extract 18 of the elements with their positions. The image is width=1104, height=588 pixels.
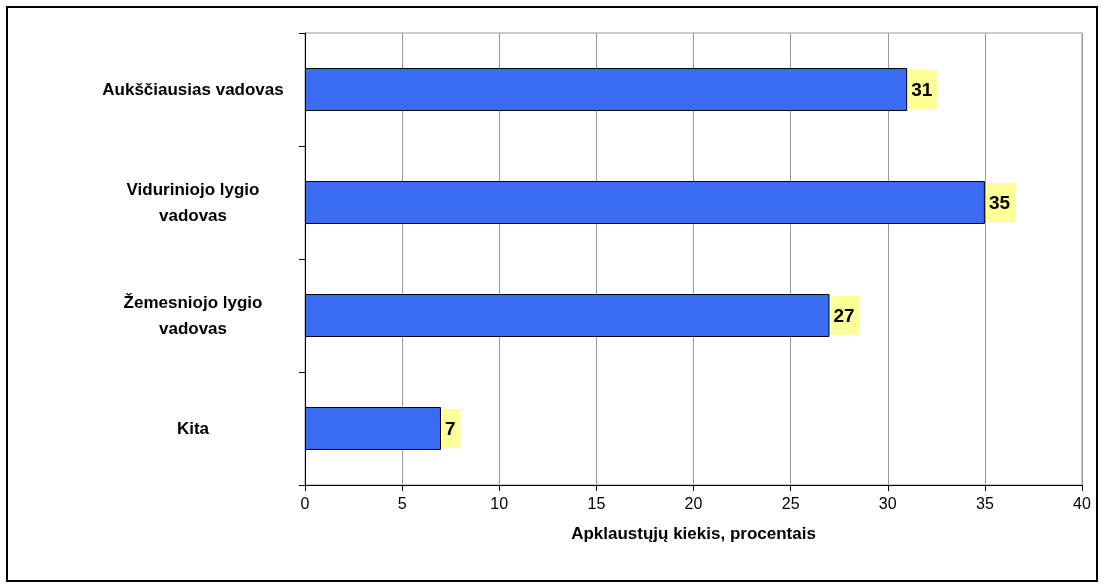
- x-tick-label: 10: [490, 494, 509, 512]
- x-tick-label: 15: [587, 494, 606, 512]
- x-tick-label: 40: [1073, 494, 1091, 512]
- y-tick-label: Žemesniojo lygio vadovas: [123, 293, 263, 338]
- x-tick-label: 0: [300, 494, 310, 512]
- y-tick-label: Viduriniojo lygio vadovas: [126, 180, 260, 225]
- x-tick-label: 5: [397, 494, 407, 512]
- x-tick-label: 20: [684, 494, 703, 512]
- data-label: 27: [833, 305, 855, 326]
- y-tick-label: Kita: [176, 419, 210, 438]
- data-label: 31: [911, 79, 933, 100]
- x-axis-title: Apklaustųjų kiekis, procentais: [571, 524, 816, 543]
- x-tick-label: 35: [975, 494, 994, 512]
- data-label: 7: [444, 418, 456, 439]
- data-label: 35: [988, 192, 1011, 213]
- y-tick-label: Aukščiausias vadovas: [102, 80, 284, 99]
- x-tick-label: 25: [781, 494, 800, 512]
- x-tick-label: 30: [878, 494, 897, 512]
